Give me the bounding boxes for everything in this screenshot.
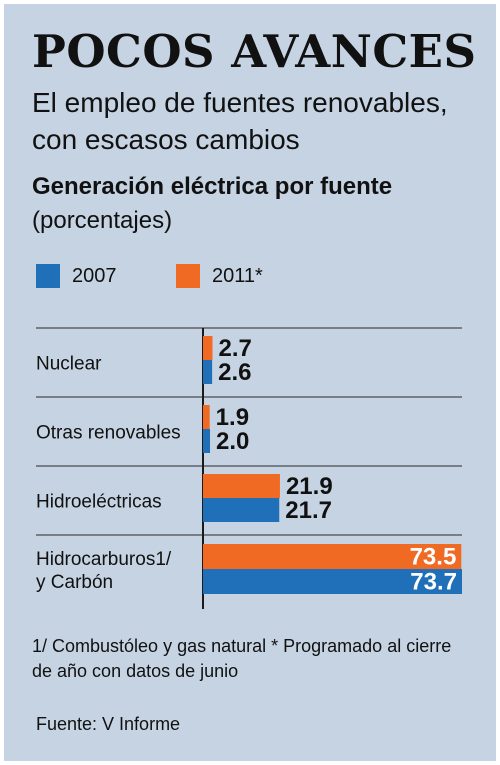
bar-2007-otras-renovables (203, 429, 211, 453)
chart-title: Generación eléctrica por fuente (32, 173, 393, 200)
infographic-title: POCOS AVANCES (32, 25, 477, 78)
legend-label-2007: 2007 (72, 265, 117, 287)
value-label-2007-hidrocarburos1-y-carbon: 73.7 (410, 569, 457, 596)
value-label-2011-hidrocarburos1-y-carbon: 73.5 (410, 544, 457, 571)
footnote: 1/ Combustóleo y gas natural * Programad… (32, 636, 452, 681)
bar-2007-hidrocarburos1-y-carbon (203, 569, 462, 594)
legend-label-2011: 2011* (212, 265, 263, 287)
chart-subtitle: (porcentajes) (32, 207, 173, 234)
bar-2007-hidroelectricas (203, 498, 280, 522)
infographic-panel (4, 4, 496, 761)
bar-2011-otras-renovables (203, 405, 210, 429)
legend-swatch-2007 (36, 264, 60, 288)
source-note: Fuente: V Informe (36, 714, 181, 734)
infographic-subtitle: El empleo de fuentes renovables, con esc… (32, 87, 448, 155)
value-label-2011-otras-renovables: 1.9 (216, 404, 249, 431)
category-label-nuclear: Nuclear (36, 354, 102, 375)
legend-swatch-2011 (176, 264, 200, 288)
bar-2007-nuclear (203, 360, 213, 384)
category-label-otras-renovables: Otras renovables (36, 423, 181, 444)
value-label-2011-hidroelectricas: 21.9 (286, 473, 333, 500)
value-label-2007-nuclear: 2.6 (218, 359, 251, 386)
bar-2011-hidroelectricas (203, 474, 280, 498)
value-label-2007-hidroelectricas: 21.7 (285, 497, 332, 524)
category-label-hidroelectricas: Hidroeléctricas (36, 492, 162, 513)
value-label-2007-otras-renovables: 2.0 (216, 428, 249, 455)
bar-2011-nuclear (203, 336, 213, 360)
category-label-hidrocarburos1-y-carbon: Hidrocarburos1/y Carbón (36, 549, 172, 593)
bar-2011-hidrocarburos1-y-carbon (203, 544, 462, 569)
value-label-2011-nuclear: 2.7 (218, 335, 251, 362)
